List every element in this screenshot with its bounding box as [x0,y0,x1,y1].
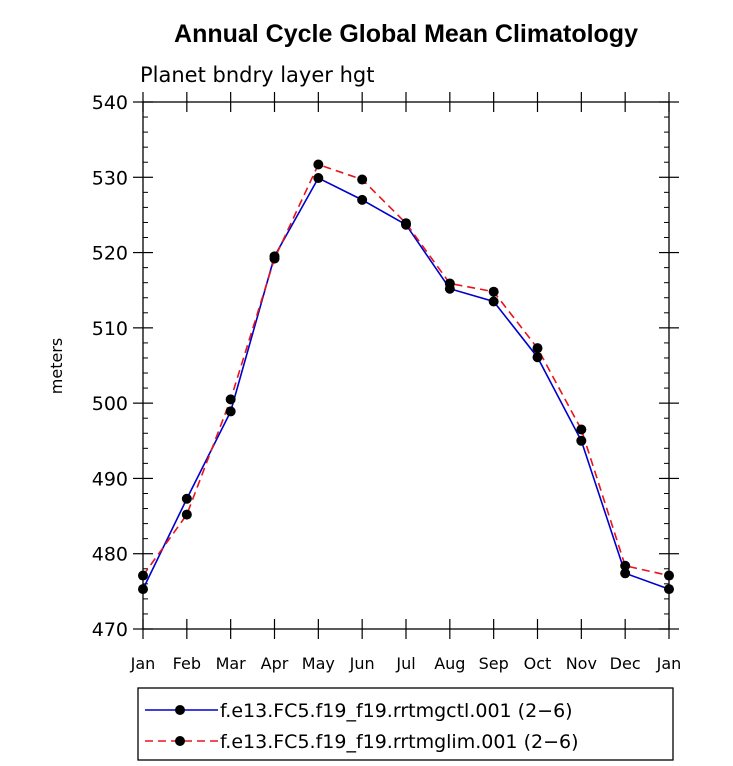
plot-frame [142,101,670,630]
x-tick-label: Sep [479,654,509,673]
x-tick-label: Mar [216,654,247,673]
series-2-point [357,174,368,185]
series-2-point [269,253,280,264]
legend-marker-2 [175,736,185,746]
y-axis-label: meters [47,338,66,394]
series-layer [138,159,674,595]
series-1-point [664,584,674,595]
series-2-point [225,394,236,405]
series-1-point [313,173,324,184]
x-tick-label: May [302,654,335,673]
x-tick-label: Oct [524,654,552,673]
y-tick-label: 520 [92,243,128,265]
x-tick-label: Jan [656,654,682,673]
x-tick-label: Dec [610,654,641,673]
series-1-point [357,194,368,205]
y-tick-label: 500 [92,393,128,415]
series-1-point [225,406,236,417]
series-2-point [664,570,674,581]
series-2-point [138,570,148,581]
series-1-point [576,435,587,446]
chart-subtitle: Planet bndry layer hgt [140,63,374,87]
x-tick-label: Apr [261,654,289,673]
legend-marker-1 [175,705,185,715]
series-line-1 [142,176,670,590]
x-tick-label: Aug [434,654,465,673]
series-2-point [444,278,455,289]
y-tick-label: 530 [92,167,128,189]
y-tick-label: 470 [92,619,128,641]
legend-box [137,687,674,761]
series-1-point [181,493,192,504]
chart-title: Annual Cycle Global Mean Climatology [174,20,638,48]
series-2-point [532,343,543,354]
series-1-point [532,352,543,363]
series-2-point [313,159,324,170]
x-tick-label: Feb [173,654,201,673]
series-1-point [620,568,631,579]
axis-ticks: 470 480 490 500 510 520 530 540 Jan Feb Mar Apr May J… [92,92,682,673]
y-tick-label: 540 [92,92,128,114]
series-2-point [620,560,631,571]
x-tick-label: Jul [395,654,415,673]
x-tick-label: Jan [130,654,156,673]
y-tick-label: 510 [92,318,128,340]
series-2-point [488,286,499,297]
x-tick-label: Jun [349,654,375,673]
legend: f.e13.FC5.f19_f19.rrtmgctl.001 (2−6) f.e1… [137,687,674,761]
series-2-point [401,218,411,229]
legend-label-1: f.e13.FC5.f19_f19.rrtmgctl.001 (2−6) [220,700,573,722]
series-1-point [138,584,148,595]
series-2-point [181,509,192,520]
legend-label-2: f.e13.FC5.f19_f19.rrtmglim.001 (2−6) [220,731,579,753]
y-tick-label: 490 [92,468,128,490]
series-1-point [488,296,499,307]
y-tick-label: 480 [92,544,128,566]
x-tick-label: Nov [566,654,597,673]
series-2-point [576,424,587,435]
